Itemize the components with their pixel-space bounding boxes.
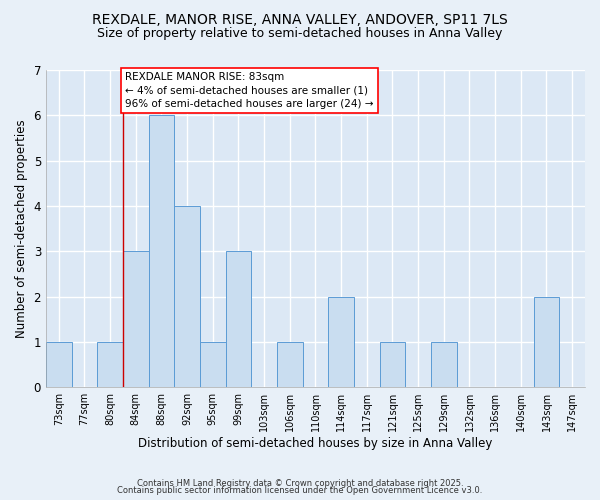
Bar xyxy=(46,342,71,387)
Bar xyxy=(226,252,251,387)
Bar xyxy=(328,296,354,387)
Bar xyxy=(149,116,174,387)
Text: REXDALE, MANOR RISE, ANNA VALLEY, ANDOVER, SP11 7LS: REXDALE, MANOR RISE, ANNA VALLEY, ANDOVE… xyxy=(92,12,508,26)
Text: Contains public sector information licensed under the Open Government Licence v3: Contains public sector information licen… xyxy=(118,486,482,495)
Bar xyxy=(431,342,457,387)
Bar xyxy=(123,252,149,387)
X-axis label: Distribution of semi-detached houses by size in Anna Valley: Distribution of semi-detached houses by … xyxy=(138,437,493,450)
Bar xyxy=(380,342,406,387)
Bar xyxy=(200,342,226,387)
Bar xyxy=(97,342,123,387)
Text: Contains HM Land Registry data © Crown copyright and database right 2025.: Contains HM Land Registry data © Crown c… xyxy=(137,478,463,488)
Text: REXDALE MANOR RISE: 83sqm
← 4% of semi-detached houses are smaller (1)
96% of se: REXDALE MANOR RISE: 83sqm ← 4% of semi-d… xyxy=(125,72,374,108)
Bar xyxy=(533,296,559,387)
Y-axis label: Number of semi-detached properties: Number of semi-detached properties xyxy=(15,120,28,338)
Bar xyxy=(174,206,200,387)
Bar xyxy=(277,342,302,387)
Text: Size of property relative to semi-detached houses in Anna Valley: Size of property relative to semi-detach… xyxy=(97,28,503,40)
